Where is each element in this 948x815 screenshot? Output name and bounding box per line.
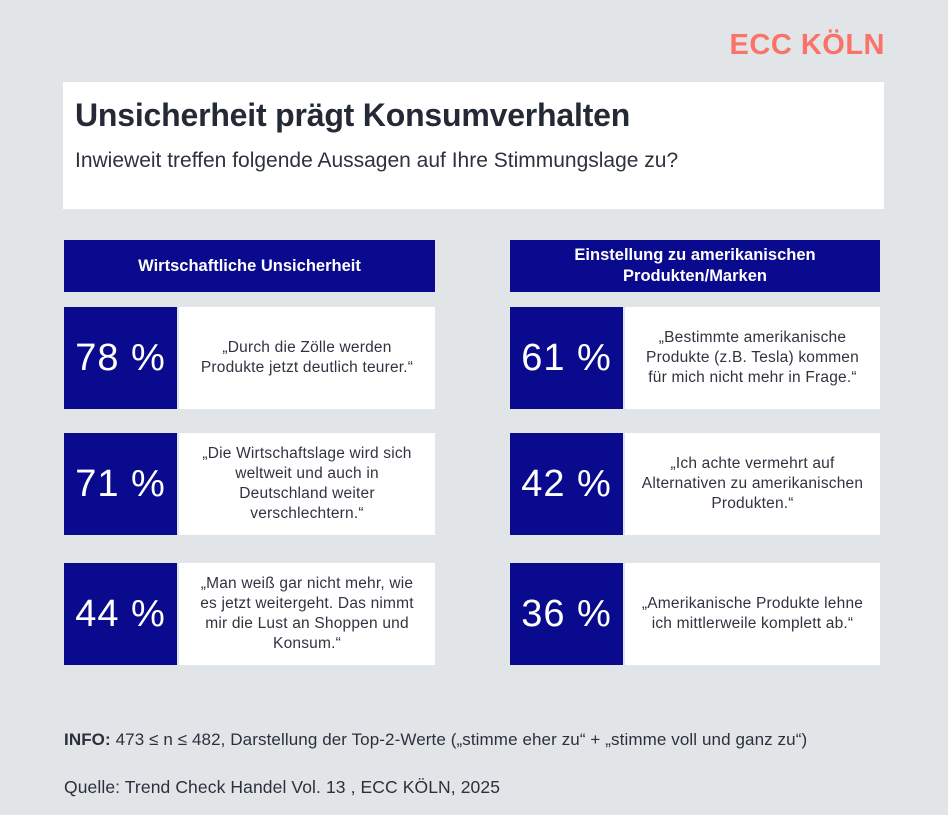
- column-header-left: Wirtschaftliche Unsicherheit: [64, 240, 435, 292]
- percent-value: 61 %: [510, 307, 623, 409]
- stat-row: 78 % „Durch die Zölle werden Produkte je…: [64, 307, 435, 409]
- title-card: Unsicherheit prägt Konsumverhalten Inwie…: [63, 82, 884, 209]
- quote-text: „Durch die Zölle werden Produkte jetzt d…: [179, 307, 435, 409]
- info-text: 473 ≤ n ≤ 482, Darstellung der Top-2-Wer…: [110, 730, 808, 749]
- stat-row: 71 % „Die Wirtschaftslage wird sich welt…: [64, 433, 435, 535]
- source-note: Quelle: Trend Check Handel Vol. 13 , ECC…: [64, 777, 501, 797]
- quote-text: „Bestimmte amerikanische Produkte (z.B. …: [625, 307, 880, 409]
- column-header-right: Einstellung zu amerikanischen Produkten/…: [510, 240, 880, 292]
- percent-value: 42 %: [510, 433, 623, 535]
- column-amerikanische-produkte: Einstellung zu amerikanischen Produkten/…: [510, 240, 880, 665]
- stat-row: 36 % „Amerikanische Produkte lehne ich m…: [510, 563, 880, 665]
- percent-value: 78 %: [64, 307, 177, 409]
- stat-row: 61 % „Bestimmte amerikanische Produkte (…: [510, 307, 880, 409]
- page-title: Unsicherheit prägt Konsumverhalten: [75, 97, 631, 133]
- stat-row: 42 % „Ich achte vermehrt auf Alternative…: [510, 433, 880, 535]
- ecc-koeln-logo: ECC KÖLN: [729, 29, 885, 61]
- stat-row: 44 % „Man weiß gar nicht mehr, wie es je…: [64, 563, 435, 665]
- quote-text: „Amerikanische Produkte lehne ich mittle…: [625, 563, 880, 665]
- quote-text: „Die Wirtschaftslage wird sich weltweit …: [179, 433, 435, 535]
- quote-text: „Man weiß gar nicht mehr, wie es jetzt w…: [179, 563, 435, 665]
- percent-value: 36 %: [510, 563, 623, 665]
- info-note: INFO: 473 ≤ n ≤ 482, Darstellung der Top…: [64, 730, 807, 750]
- percent-value: 71 %: [64, 433, 177, 535]
- info-label: INFO:: [64, 730, 111, 749]
- column-wirtschaftliche-unsicherheit: Wirtschaftliche Unsicherheit 78 % „Durch…: [64, 240, 435, 665]
- quote-text: „Ich achte vermehrt auf Alternativen zu …: [625, 433, 880, 535]
- percent-value: 44 %: [64, 563, 177, 665]
- page-subtitle: Inwieweit treffen folgende Aussagen auf …: [75, 148, 679, 172]
